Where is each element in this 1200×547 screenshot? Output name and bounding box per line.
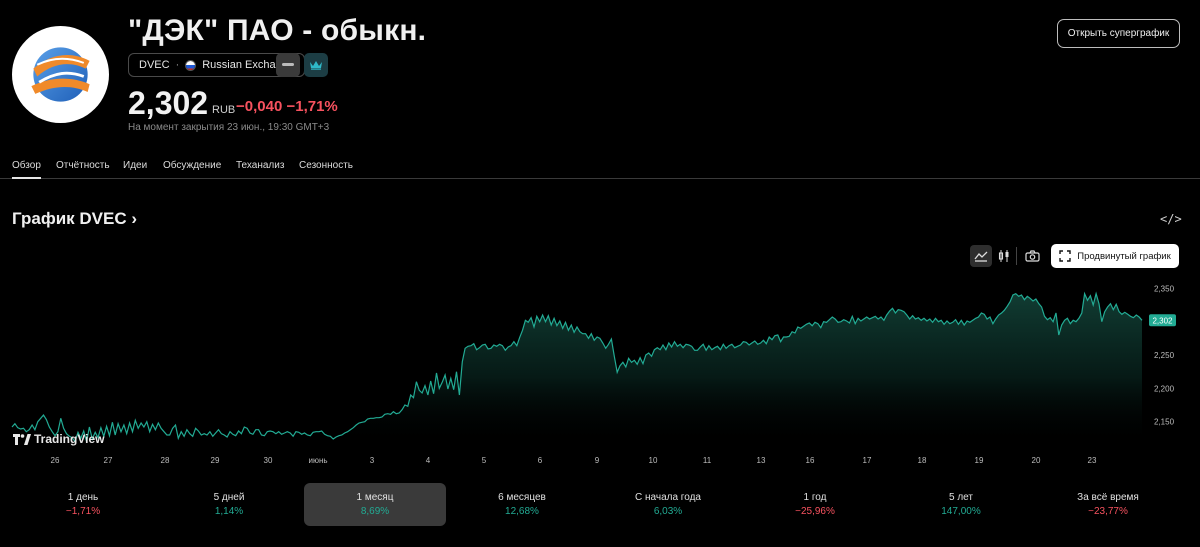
x-tick-label: 10 [649,456,658,465]
company-logo [12,26,109,123]
period-value: 8,69% [360,506,390,517]
period-value: 147,00% [941,506,981,517]
chart-section-title[interactable]: График DVEC › [12,209,137,229]
period-value: −23,77% [1088,506,1128,517]
period-ytd[interactable]: С начала года 6,03% [597,483,739,526]
page-title: "ДЭК" ПАО - обыкн. [128,14,427,47]
close-timestamp: На момент закрытия 23 июн., 19:30 GMT+3 [128,122,330,133]
period-all[interactable]: За всё время −23,77% [1037,483,1179,526]
period-1m[interactable]: 1 месяц 8,69% [304,483,446,526]
chart-section-title-text: График DVEC [12,209,127,228]
tab-ideas[interactable]: Идеи [123,160,148,171]
tradingview-label: TradingView [34,432,105,446]
x-tick-label: июнь [308,456,327,465]
exchange-pill[interactable]: DVEC · Russian Exchange [128,53,305,77]
period-value: 6,03% [653,506,683,517]
period-label: С начала года [635,492,701,503]
period-label: За всё время [1077,492,1139,503]
performance-periods: 1 день −1,71% 5 дней 1,14% 1 месяц 8,69%… [0,483,1200,527]
exchange-label: Russian Exchange [202,59,294,71]
tab-overview[interactable]: Обзор [12,160,41,179]
advanced-chart-label: Продвинутый график [1077,250,1171,262]
russia-flag-icon [185,59,197,71]
x-tick-label: 23 [1088,456,1097,465]
period-1y[interactable]: 1 год −25,96% [744,483,886,526]
x-tick-label: 20 [1032,456,1041,465]
x-tick-label: 11 [703,456,712,465]
ticker-label: DVEC [139,59,170,71]
open-superchart-button[interactable]: Открыть суперграфик [1057,19,1180,48]
period-label: 5 дней [213,492,245,503]
period-6m[interactable]: 6 месяцев 12,68% [451,483,593,526]
period-value: −1,71% [65,506,101,517]
period-label: 5 лет [949,492,973,503]
crown-icon[interactable] [304,53,328,77]
last-price-tag [1149,314,1176,327]
separator-dot: · [175,59,180,71]
embed-code-icon[interactable]: </> [1160,212,1182,226]
x-tick-label: 4 [426,456,431,465]
tab-bar: Обзор Отчётность Идеи Обсуждение Теханал… [0,156,1200,179]
toolbar-divider [1016,247,1017,265]
period-label: 1 год [803,492,827,503]
chevron-right-icon: › [131,209,138,228]
x-tick-label: 3 [370,456,375,465]
y-tick-label: 2,250 [1154,351,1175,360]
x-tick-label: 28 [161,456,170,465]
period-value: 12,68% [505,506,539,517]
period-5d[interactable]: 5 дней 1,14% [158,483,300,526]
y-tick-label: 2,200 [1154,384,1175,393]
x-tick-label: 17 [863,456,872,465]
fullscreen-icon [1059,250,1071,262]
tab-seasonals[interactable]: Сезонность [299,160,353,171]
x-tick-label: 27 [104,456,113,465]
y-tick-label: 2,350 [1154,284,1175,293]
period-5y[interactable]: 5 лет 147,00% [890,483,1032,526]
x-tick-label: 13 [757,456,766,465]
camera-icon[interactable] [1021,245,1043,267]
area-chart-icon[interactable] [970,245,992,267]
x-tick-label: 30 [264,456,273,465]
x-tick-label: 29 [211,456,220,465]
x-tick-label: 26 [51,456,60,465]
x-tick-label: 5 [482,456,487,465]
period-value: 1,14% [214,506,244,517]
candlestick-icon[interactable] [993,245,1015,267]
price-change: −0,040 −1,71% [236,98,338,115]
minus-icon[interactable] [276,53,300,77]
tradingview-logo[interactable]: TradingView [13,432,104,446]
advanced-chart-button[interactable]: Продвинутый график [1051,244,1179,268]
y-tick-label: 2,150 [1154,418,1175,427]
period-value: −25,96% [795,506,835,517]
period-label: 1 месяц [356,492,394,503]
price-value: 2,302 [128,85,209,121]
last-price-label: 2,302 [1152,316,1173,325]
period-label: 6 месяцев [498,492,546,503]
tab-technicals[interactable]: Теханализ [236,160,285,171]
price-area-fill [12,293,1142,445]
period-1d[interactable]: 1 день −1,71% [12,483,154,526]
price-line [11,291,1143,444]
tab-financials[interactable]: Отчётность [56,160,110,171]
x-tick-label: 16 [806,456,815,465]
x-tick-label: 6 [538,456,543,465]
tab-discussion[interactable]: Обсуждение [163,160,222,171]
x-tick-label: 18 [918,456,927,465]
tradingview-icon [13,433,31,445]
x-tick-label: 9 [595,456,600,465]
period-label: 1 день [67,492,99,503]
x-tick-label: 19 [975,456,984,465]
currency-label: RUB [212,104,236,116]
